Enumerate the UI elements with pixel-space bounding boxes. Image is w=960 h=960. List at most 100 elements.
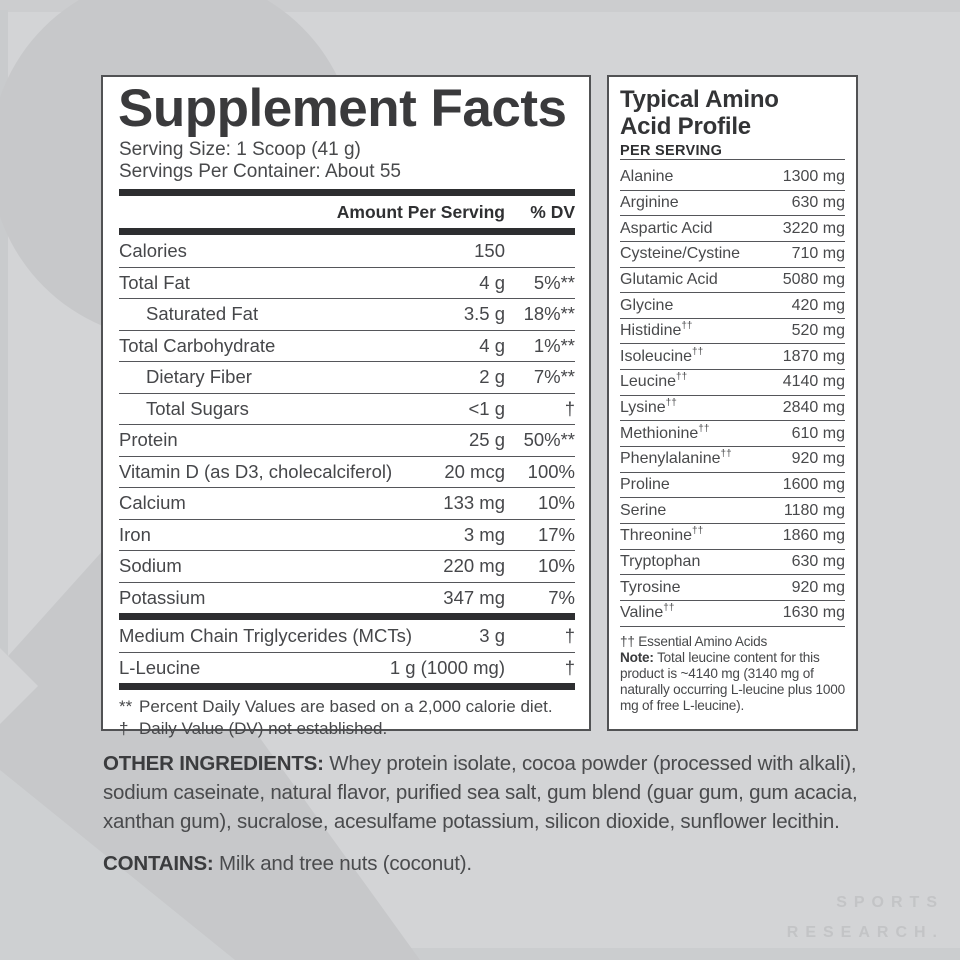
- nutrient-label: Vitamin D (as D3, cholecalciferol): [119, 460, 393, 482]
- nutrient-amount: 25 g: [468, 429, 505, 451]
- nutrient-amount: 3.5 g: [463, 303, 505, 325]
- nutrient-label: L-Leucine: [119, 656, 201, 678]
- contains-label: CONTAINS:: [103, 852, 214, 875]
- amino-acid-panel: Typical Amino Acid Profile PER SERVING Al…: [607, 75, 858, 731]
- thick-divider: [119, 613, 575, 620]
- nutrient-dv: 100%: [527, 460, 575, 482]
- nutrient-amount: 20 mcg: [444, 460, 505, 482]
- nutrient-amount: 1 g (1000 mg): [389, 656, 505, 678]
- amino-name: Glycine: [620, 296, 674, 314]
- amino-row: Cysteine/Cystine 710 mg: [620, 242, 845, 268]
- amino-name: Leucine††: [620, 372, 688, 391]
- nutrition-row: L-Leucine 1 g (1000 mg) †: [119, 651, 575, 684]
- other-ingredients-text: Whey protein isolate, cocoa powder (proc…: [103, 752, 858, 833]
- amino-row: Leucine†† 4140 mg: [620, 370, 845, 396]
- nutrient-dv: 18%**: [523, 303, 575, 325]
- amino-footnote: †† Essential Amino Acids Note: Total leu…: [620, 634, 845, 714]
- percent-dv-header: % DV: [530, 201, 575, 222]
- amino-name: Cysteine/Cystine: [620, 245, 741, 263]
- essential-marker-sup: ††: [681, 320, 693, 332]
- extra-nutrition-table: Medium Chain Triglycerides (MCTs) 3 g † L-L…: [119, 620, 575, 683]
- supplement-facts-title: Supplement Facts: [118, 79, 567, 138]
- nutrient-label: Protein: [119, 429, 178, 451]
- nutrient-amount: 3 mg: [463, 523, 505, 545]
- amino-value: 1300 mg: [782, 168, 845, 186]
- nutrition-row: Dietary Fiber 2 g 7%**: [119, 361, 575, 393]
- nutrition-row: Protein 25 g 50%**: [119, 424, 575, 456]
- nutrient-dv: 17%: [537, 523, 575, 545]
- footnote-marker: †: [119, 718, 129, 738]
- footnote: † Daily Value (DV) not established.: [119, 718, 575, 740]
- nutrition-row: Total Carbohydrate 4 g 1%**: [119, 329, 575, 362]
- amino-name: Phenylalanine††: [620, 449, 732, 468]
- bottom-text-block: OTHER INGREDIENTS: Whey protein isolate,…: [103, 749, 867, 878]
- amino-value: 1600 mg: [782, 476, 845, 493]
- amino-panel-subtitle: PER SERVING: [620, 143, 845, 160]
- nutrient-dv: †: [564, 624, 575, 646]
- servings-per-container: Servings Per Container: About 55: [119, 160, 402, 182]
- contains-statement: CONTAINS: Milk and tree nuts (coconut).: [103, 849, 867, 878]
- nutrient-amount: <1 g: [468, 397, 505, 419]
- contains-text: Milk and tree nuts (coconut).: [213, 852, 472, 875]
- footnote-marker: **: [119, 697, 133, 716]
- note-label: Note:: [620, 649, 654, 665]
- amino-panel-title: Typical Amino Acid Profile: [620, 86, 845, 140]
- nutrition-row: Iron 3 mg 17%: [119, 518, 575, 551]
- essential-marker-sup: ††: [665, 397, 677, 409]
- amino-value: 4140 mg: [782, 373, 845, 391]
- nutrient-amount: 133 mg: [443, 492, 505, 514]
- essential-marker-sup: ††: [720, 449, 732, 461]
- nutrient-label: Dietary Fiber: [146, 366, 252, 388]
- amino-value: 630 mg: [791, 193, 845, 211]
- nutrient-amount: 4 g: [479, 271, 505, 293]
- amino-row: Threonine†† 1860 mg: [620, 524, 845, 550]
- amino-name: Tyrosine: [620, 578, 681, 596]
- nutrient-amount: 150: [474, 239, 505, 261]
- amino-name: Tryptophan: [620, 552, 701, 570]
- nutrient-label: Saturated Fat: [146, 303, 259, 325]
- amount-per-serving-header: Amount Per Serving: [336, 201, 505, 222]
- footnote: ** Percent Daily Values are based on a 2,…: [119, 696, 575, 718]
- nutrition-row: Sodium 220 mg 10%: [119, 550, 575, 582]
- amino-name: Threonine††: [620, 525, 704, 545]
- amino-row: Isoleucine†† 1870 mg: [620, 344, 845, 371]
- amino-row: Arginine 630 mg: [620, 191, 845, 217]
- amino-row: Alanine 1300 mg: [620, 165, 845, 191]
- nutrition-row: Medium Chain Triglycerides (MCTs) 3 g †: [119, 620, 575, 652]
- table-header: Amount Per Serving % DV: [119, 196, 575, 228]
- amino-name: Aspartic Acid: [620, 219, 713, 237]
- nutrient-label: Iron: [119, 523, 151, 545]
- amino-row: Glutamic Acid 5080 mg: [620, 268, 845, 294]
- nutrient-dv: 5%**: [533, 271, 575, 293]
- footnote-text: Percent Daily Values are based on a 2,00…: [139, 697, 553, 716]
- nutrient-dv: 7%: [548, 586, 575, 608]
- nutrition-row: Calories 150: [119, 235, 575, 267]
- nutrient-label: Sodium: [119, 555, 182, 577]
- amino-row: Tyrosine 920 mg: [620, 575, 845, 601]
- nutrient-amount: 4 g: [479, 334, 505, 356]
- amino-value: 1180 mg: [783, 501, 845, 519]
- amino-value: 2840 mg: [782, 399, 845, 417]
- amino-name: Isoleucine††: [620, 346, 704, 365]
- nutrition-row: Total Fat 4 g 5%**: [119, 266, 575, 299]
- amino-value: 5080 mg: [782, 270, 845, 288]
- essential-marker-sup: ††: [698, 423, 710, 435]
- amino-value: 610 mg: [791, 424, 845, 442]
- amino-row: Tryptophan 630 mg: [620, 550, 845, 576]
- amino-table: Alanine 1300 mg Arginine 630 mg Aspartic Aci…: [620, 165, 845, 627]
- nutrient-label: Potassium: [119, 586, 206, 608]
- amino-row: Valine†† 1630 mg: [620, 601, 845, 627]
- amino-row: Histidine†† 520 mg: [620, 319, 845, 345]
- other-ingredients-label: OTHER INGREDIENTS:: [103, 752, 324, 775]
- amino-row: Lysine†† 2840 mg: [620, 396, 845, 422]
- nutrition-row: Total Sugars <1 g †: [119, 392, 575, 425]
- nutrient-dv: †: [564, 397, 575, 419]
- footnotes: ** Percent Daily Values are based on a 2,…: [119, 696, 575, 739]
- nutrient-dv: 7%**: [533, 366, 575, 388]
- amino-title-line: Acid Profile: [620, 113, 751, 140]
- amino-row: Proline 1600 mg: [620, 473, 845, 499]
- essential-amino-marker: †† Essential Amino Acids: [620, 633, 768, 649]
- amino-value: 920 mg: [791, 578, 845, 596]
- amino-name: Valine††: [620, 602, 675, 622]
- essential-marker-sup: ††: [692, 525, 704, 537]
